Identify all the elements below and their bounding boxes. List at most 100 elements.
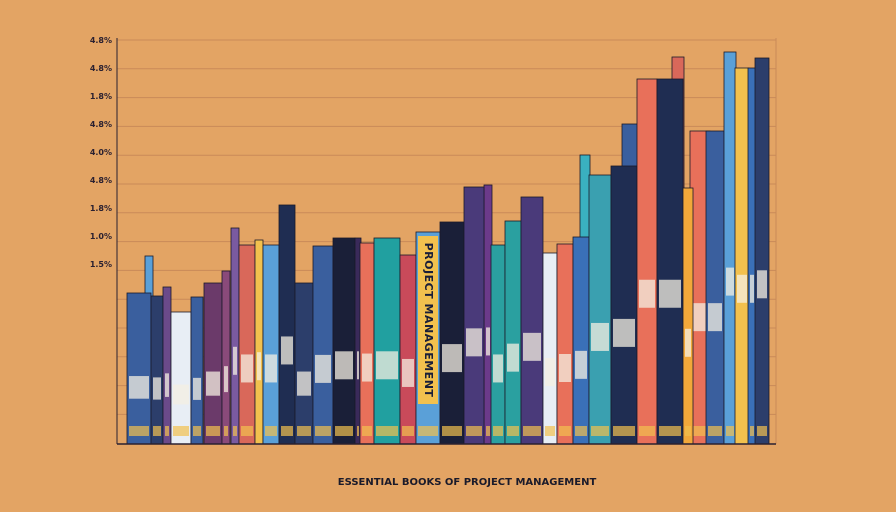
book-spine [126,292,152,445]
spine-band [493,426,503,436]
book-spine [542,252,558,445]
book-spine [254,239,264,445]
spine-band [206,426,220,436]
book-spine [278,204,296,445]
spine-band [335,426,353,436]
spine-band [173,426,189,436]
spine-band [257,352,261,381]
spine-band [493,354,503,383]
y-label: 1.8% [90,92,112,101]
spine-band [639,426,655,436]
y-label: 4.8% [90,176,112,185]
spine-band [442,426,462,436]
spine-band [575,426,587,436]
spine-band [726,267,734,296]
book-spine [332,237,356,445]
spine-band [281,426,293,436]
book-spine [262,244,280,445]
spine-band [233,346,237,375]
book-spine [556,243,574,445]
spine-band [257,426,261,436]
book-spine [572,236,590,445]
spine-band [315,426,331,436]
spine-band [545,426,555,436]
spine-band [737,274,747,303]
spine-band [233,426,237,436]
spine-band [129,376,149,399]
y-label: 4.8% [90,120,112,129]
spine-band [613,318,635,347]
book-spine [588,174,612,445]
spine-band [362,426,372,436]
spine-band [750,426,754,436]
spine-band [153,377,161,400]
book-spine [656,78,684,445]
spine-band [757,270,767,299]
spine-band [486,327,490,356]
spine-band [402,358,414,387]
book-spine [490,244,506,445]
spine-band [659,426,681,436]
spine-band [726,426,734,436]
book-spine [190,296,204,445]
spine-band [507,343,519,372]
book-spine [682,187,694,445]
spine-band [523,332,541,361]
book-spine [439,221,465,445]
spine-band [559,354,571,382]
highlight-spine [418,236,438,404]
spine-band [708,426,722,436]
title: ESSENTIAL BOOKS OF PROJECT MANAGEMENT [338,477,597,488]
book-spine [463,186,485,445]
spine-band [129,426,149,436]
spine-band [737,426,747,436]
book-spine [238,244,256,445]
spine-band [165,373,169,397]
spine-band [486,426,490,436]
spine-band [418,426,438,436]
spine-band [575,350,587,379]
spine-band [685,426,691,436]
book-spine [312,245,334,445]
spine-band [523,426,541,436]
spine-band [193,426,201,436]
book-spine [754,57,770,445]
spine-band [265,354,277,383]
book-spine [359,242,375,445]
spine-band [685,328,691,357]
spine-band [153,426,161,436]
spine-band [376,426,398,436]
spine-band [545,358,555,387]
spine-band [466,426,482,436]
book-spine [221,270,231,445]
spine-band [357,351,359,380]
spine-band [224,366,228,393]
spine-band [265,426,277,436]
book-spine [636,78,658,445]
spine-band [335,351,353,380]
spine-band [402,426,414,436]
spine-band [193,377,201,400]
spine-band [639,279,655,308]
spine-band [315,354,331,383]
spine-band [613,426,635,436]
spine-band [297,371,311,396]
y-label: 4.8% [90,64,112,73]
y-label: 4.0% [90,148,112,157]
spine-band [757,426,767,436]
spine-band [357,426,359,436]
y-label: 1.8% [90,204,112,213]
book-spine [170,311,192,445]
spine-band [224,426,228,436]
spine-band [466,328,482,357]
spine-band [591,426,609,436]
spine-band [297,426,311,436]
book-spine [705,130,725,445]
spine-band [442,344,462,373]
spine-band [692,303,708,332]
spine-band [241,426,253,436]
book-spine [734,67,750,445]
book-spine [723,51,737,445]
spine-text: PROJECT MANAGEMENT [422,243,435,398]
